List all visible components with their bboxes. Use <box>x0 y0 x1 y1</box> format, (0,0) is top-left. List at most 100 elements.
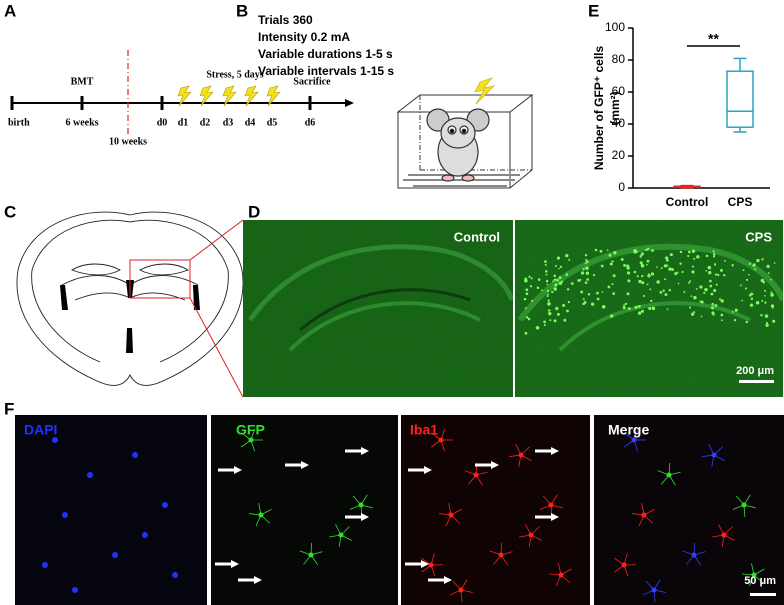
cell <box>132 452 138 458</box>
cell-dot <box>751 293 754 296</box>
arrow <box>215 560 239 568</box>
process <box>743 504 746 517</box>
cell-dot <box>563 318 567 322</box>
cell-dot <box>723 274 726 277</box>
process <box>489 550 502 556</box>
protocol-line: Intensity 0.2 mA <box>258 30 350 44</box>
process <box>713 454 725 462</box>
image-label: CPS <box>745 229 772 244</box>
zoom-line <box>189 219 244 261</box>
cell-dot <box>524 278 528 283</box>
cell-dot <box>764 314 769 318</box>
cell-dot <box>608 253 612 257</box>
cell-dot <box>660 267 663 270</box>
process <box>310 551 323 556</box>
cell-dot <box>536 286 540 290</box>
cell-dot <box>530 277 533 280</box>
y-tick-label: 20 <box>612 148 626 162</box>
process <box>555 574 562 587</box>
cell-dot <box>545 273 548 276</box>
cell-dot <box>528 275 531 278</box>
cell-dot <box>556 312 560 316</box>
cell-dot <box>611 260 614 263</box>
y-axis-label: Number of GFP⁺ cells <box>592 45 606 170</box>
stain-label: GFP <box>236 422 265 438</box>
cell-dot <box>626 271 631 275</box>
cell-dot <box>764 289 767 292</box>
cell-dot <box>634 305 638 309</box>
cell-dot <box>705 270 708 272</box>
cell-dot <box>570 282 574 285</box>
process <box>452 580 462 591</box>
bolt <box>266 85 281 107</box>
process <box>549 573 562 576</box>
timeline-arrow <box>345 99 354 107</box>
cell-dot <box>699 285 703 289</box>
process <box>460 589 463 602</box>
cell-dot <box>545 279 549 283</box>
cell-dot <box>623 263 626 267</box>
process <box>352 495 362 506</box>
cell-dot <box>649 288 652 291</box>
y-tick-label: 80 <box>612 52 626 66</box>
cell-dot <box>543 320 547 324</box>
cell <box>142 532 148 538</box>
process <box>360 504 373 509</box>
process <box>693 542 695 556</box>
cell <box>72 587 78 593</box>
cell-dot <box>611 283 614 286</box>
process <box>431 432 442 441</box>
cell-dot <box>633 270 637 274</box>
cell-dot <box>646 263 648 266</box>
cell-dot <box>720 313 724 317</box>
cell-dot <box>650 272 655 276</box>
process <box>520 446 530 456</box>
cell-dot <box>704 287 708 292</box>
cell-dot <box>525 307 527 310</box>
cell-dot <box>720 319 723 322</box>
cell <box>87 472 93 478</box>
cell-dot <box>690 295 693 297</box>
cell-dot <box>734 308 738 312</box>
process <box>668 474 676 486</box>
cell-dot <box>546 289 550 293</box>
scale-bar <box>750 593 776 596</box>
arrow <box>405 560 429 568</box>
scale-bar <box>739 380 774 383</box>
cell-dot <box>592 273 596 277</box>
cell-dot <box>586 260 589 264</box>
y-tick-label: 100 <box>605 20 625 34</box>
process <box>682 550 695 556</box>
process <box>613 557 625 566</box>
process <box>241 432 252 441</box>
cell-dot <box>637 311 642 315</box>
process <box>329 534 342 538</box>
cell-dot <box>770 291 773 294</box>
cell-dot <box>565 253 569 258</box>
process <box>509 454 522 458</box>
timeline-label: d5 <box>267 117 278 128</box>
timeline-label: d2 <box>200 117 211 128</box>
process <box>645 580 655 591</box>
cell-dot <box>668 267 672 271</box>
process <box>638 514 645 527</box>
cell-dot <box>712 255 716 258</box>
cell-dot <box>719 268 723 272</box>
cell-dot <box>606 249 609 252</box>
process <box>249 513 262 516</box>
panel-label: E <box>588 1 599 20</box>
process <box>742 573 755 576</box>
process <box>445 514 452 527</box>
brain-section <box>16 211 244 386</box>
protocol-line: Variable intervals 1-15 s <box>258 64 394 78</box>
process <box>450 508 462 516</box>
cell-dot <box>689 306 692 309</box>
cell-dot <box>741 299 744 302</box>
cell-dot <box>558 276 562 280</box>
cell-dot <box>548 309 551 312</box>
cell-dot <box>584 281 588 284</box>
cell-dot <box>664 293 668 297</box>
process <box>449 589 462 596</box>
process <box>712 534 725 538</box>
scale-label: 50 μm <box>744 575 776 587</box>
